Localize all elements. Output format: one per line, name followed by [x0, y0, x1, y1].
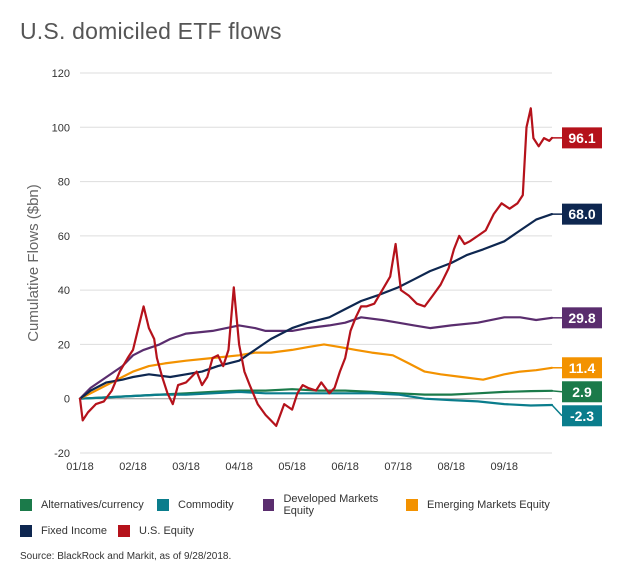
end-labels: 96.1 68.0 29.8 11.4 2.9 -2.3: [551, 127, 602, 427]
axes: -20 0 20 40 60 80 100 120 01/18 02/18 03/18 04/18 05…: [25, 68, 518, 473]
legend-label: Developed Markets Equity: [283, 493, 379, 517]
source-note: Source: BlackRock and Markit, as of 9/28…: [20, 551, 232, 562]
x-tick-label: 07/18: [384, 461, 412, 473]
end-label-value: 29.8: [568, 310, 595, 326]
legend-swatch: [157, 499, 169, 511]
x-tick-label: 09/18: [491, 461, 519, 473]
end-label-badge: [562, 357, 602, 379]
legend-item-us-equity: U.S. Equity: [118, 523, 238, 539]
end-label: 68.0: [552, 203, 602, 225]
series-line-developed-markets-equity: [78, 316, 554, 400]
end-label-value: 11.4: [569, 360, 596, 376]
series-line-commodity: [78, 390, 554, 407]
end-label: 29.8: [552, 307, 602, 329]
x-tick-label: 05/18: [278, 461, 306, 473]
x-tick-label: 02/18: [119, 461, 147, 473]
end-label-value: 2.9: [572, 384, 592, 400]
legend: Alternatives/currency Commodity Develope…: [20, 493, 610, 539]
legend-swatch: [20, 499, 32, 511]
end-label-value: 68.0: [568, 206, 595, 222]
legend-label: Emerging Markets Equity: [427, 499, 550, 511]
y-axis-label: Cumulative Flows ($bn): [25, 184, 42, 342]
series-lines: [78, 107, 554, 427]
series-line-emerging-markets-equity: [78, 343, 554, 400]
x-tick-label: 01/18: [66, 461, 94, 473]
legend-swatch: [406, 499, 418, 511]
series-line-u-s-equity: [78, 107, 554, 427]
y-tick-label: -20: [54, 448, 70, 460]
end-label: 2.9: [551, 381, 602, 403]
end-label-connector: [551, 404, 563, 417]
x-tick-label: 04/18: [225, 461, 253, 473]
legend-label: Alternatives/currency: [41, 499, 144, 511]
legend-item-developed: Developed Markets Equity: [263, 493, 406, 517]
x-tick-label: 08/18: [437, 461, 465, 473]
y-tick-label: 120: [52, 68, 70, 80]
y-tick-label: 0: [64, 394, 70, 406]
y-tick-label: 20: [58, 339, 70, 351]
legend-item-fixed-income: Fixed Income: [20, 523, 118, 539]
legend-label: Fixed Income: [41, 525, 108, 537]
x-tick-label: 03/18: [172, 461, 200, 473]
legend-swatch: [263, 499, 275, 511]
end-label-connector: [551, 390, 563, 393]
legend-item-emerging: Emerging Markets Equity: [406, 497, 606, 513]
legend-item-alternatives: Alternatives/currency: [20, 497, 157, 513]
y-tick-label: 100: [52, 122, 70, 134]
end-label-badge: [562, 127, 602, 149]
end-label-badge: [562, 405, 602, 427]
end-label: -2.3: [551, 404, 602, 427]
legend-item-commodity: Commodity: [157, 497, 263, 513]
legend-label: Commodity: [178, 499, 234, 511]
end-label: 96.1: [552, 127, 602, 149]
end-label-value: -2.3: [570, 408, 594, 424]
series-line-fixed-income: [78, 213, 554, 400]
end-label-value: 96.1: [568, 130, 595, 146]
chart-plot: -20 0 20 40 60 80 100 120 01/18 02/18 03/18 04/18 05…: [25, 68, 602, 473]
y-tick-label: 80: [58, 177, 70, 189]
end-label: 11.4: [552, 357, 602, 379]
end-label-badge: [562, 203, 602, 225]
end-label-badge: [562, 307, 602, 329]
x-tick-label: 06/18: [331, 461, 359, 473]
chart-title: U.S. domiciled ETF flows: [20, 18, 282, 44]
legend-label: U.S. Equity: [139, 525, 195, 537]
end-label-badge: [562, 381, 602, 403]
y-tick-label: 40: [58, 285, 70, 297]
legend-swatch: [118, 525, 130, 537]
y-tick-label: 60: [58, 231, 70, 243]
legend-swatch: [20, 525, 32, 537]
